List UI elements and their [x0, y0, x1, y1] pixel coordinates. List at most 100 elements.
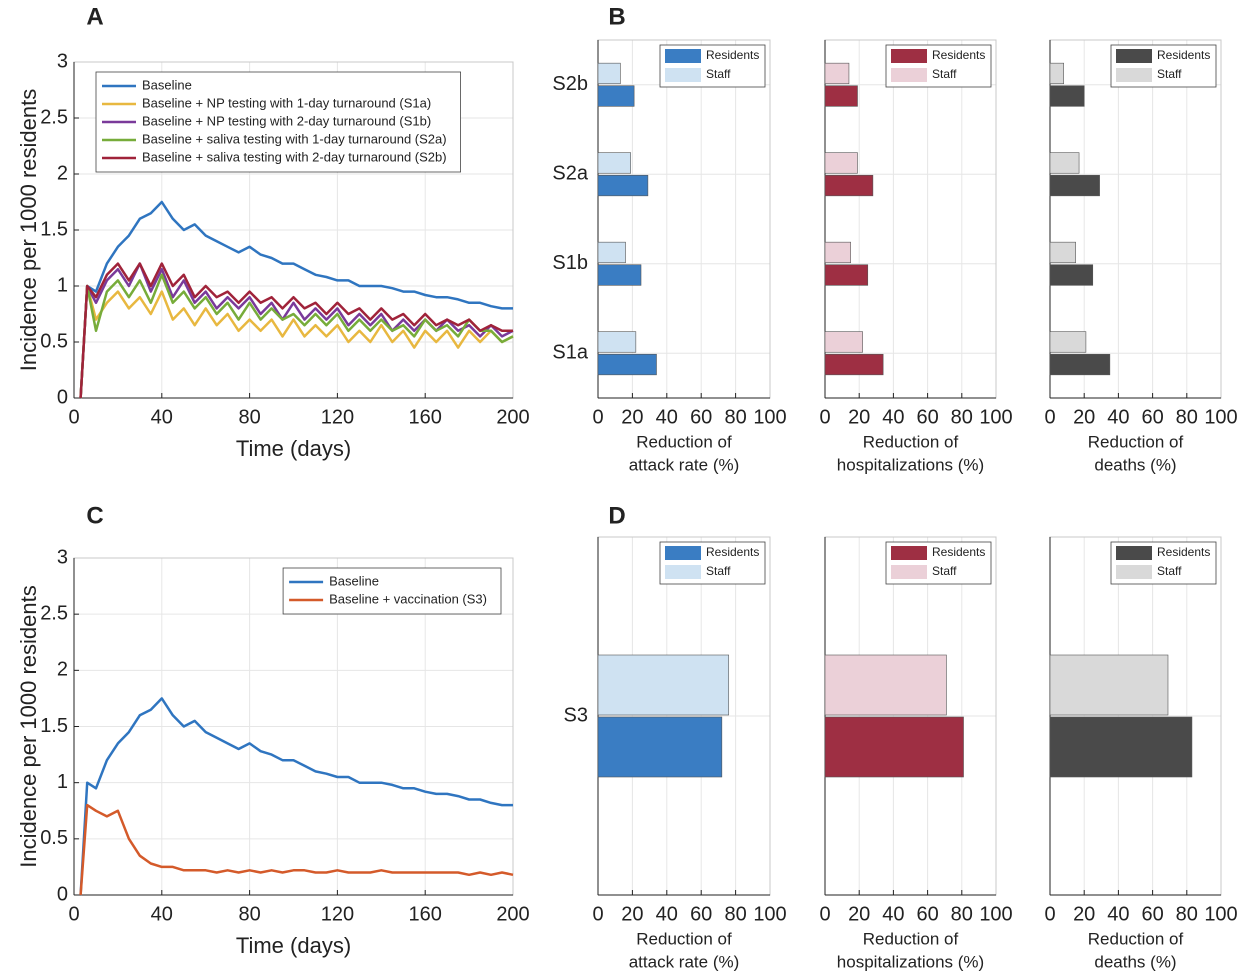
legend-label: Staff: [1157, 564, 1182, 578]
x-tick-label: 80: [1176, 406, 1198, 428]
data-line: [79, 200, 513, 399]
x-tick-label: 0: [592, 903, 603, 925]
legend-label: Baseline + saliva testing with 1-day tur…: [142, 131, 447, 146]
y-axis-label: Incidence per 1000 residents: [16, 585, 41, 868]
legend-label: Baseline: [329, 573, 379, 588]
y-tick-label: S2b: [552, 73, 588, 95]
data-line: [79, 262, 513, 399]
y-tick-label: 3: [57, 546, 68, 568]
x-axis-label: Reduction of: [1088, 432, 1184, 451]
x-axis-label: hospitalizations (%): [837, 952, 984, 971]
x-axis-label: hospitalizations (%): [837, 455, 984, 474]
legend-label: Baseline + saliva testing with 2-day tur…: [142, 149, 447, 164]
panel-label: C: [86, 502, 103, 529]
x-tick-label: 100: [753, 903, 786, 925]
bar: [824, 62, 850, 85]
bar: [824, 264, 869, 286]
bar: [597, 654, 730, 716]
y-tick-label: 3: [57, 50, 68, 72]
y-tick-label: S1b: [552, 252, 588, 274]
legend-label: Residents: [932, 48, 985, 62]
y-tick-label: 2: [57, 162, 68, 184]
x-tick-label: 60: [1141, 406, 1163, 428]
bar: [824, 716, 964, 778]
legend-label: Residents: [932, 545, 985, 559]
y-tick-label: 0.5: [40, 330, 68, 352]
x-tick-label: 120: [321, 903, 354, 925]
y-tick-label: 1: [57, 274, 68, 296]
x-tick-label: 80: [238, 406, 260, 428]
x-tick-label: 0: [1044, 903, 1055, 925]
x-tick-label: 100: [979, 406, 1012, 428]
legend-swatch: [665, 546, 701, 560]
bar: [597, 174, 649, 197]
data-line: [79, 803, 514, 896]
legend-swatch: [1116, 546, 1152, 560]
x-tick-label: 20: [621, 406, 643, 428]
y-tick-label: 1: [57, 771, 68, 793]
x-tick-label: 60: [916, 903, 938, 925]
y-tick-label: 1.5: [40, 715, 68, 737]
x-axis-label: Reduction of: [863, 432, 959, 451]
bar: [1049, 152, 1080, 174]
bar: [597, 85, 635, 107]
x-tick-label: 0: [68, 406, 79, 428]
legend-label: Baseline + vaccination (S3): [329, 591, 487, 606]
bar: [597, 264, 642, 286]
y-tick-label: 1.5: [40, 218, 68, 240]
legend-swatch: [665, 68, 701, 82]
bar: [597, 331, 637, 353]
x-tick-label: 40: [882, 406, 904, 428]
data-line: [79, 262, 514, 399]
bar: [1049, 353, 1111, 376]
x-axis-label: deaths (%): [1094, 952, 1176, 971]
x-axis-label: deaths (%): [1094, 455, 1176, 474]
x-tick-label: 20: [848, 406, 870, 428]
x-tick-label: 120: [321, 406, 354, 428]
legend-swatch: [891, 546, 927, 560]
data-line: [79, 284, 514, 399]
bar: [1049, 716, 1193, 778]
bar: [824, 241, 851, 264]
panel-label: D: [608, 502, 625, 529]
x-tick-label: 60: [916, 406, 938, 428]
bar: [824, 331, 863, 353]
y-tick-label: 2.5: [40, 602, 68, 624]
x-tick-label: 0: [819, 406, 830, 428]
bar: [824, 654, 947, 716]
panel-label: A: [86, 3, 103, 30]
legend-label: Staff: [932, 564, 957, 578]
x-tick-label: 60: [690, 406, 712, 428]
y-axis-label: Incidence per 1000 residents: [16, 89, 41, 372]
legend-label: Staff: [706, 67, 731, 81]
legend-label: Residents: [706, 48, 759, 62]
bar: [1049, 264, 1094, 286]
x-tick-label: 40: [1107, 406, 1129, 428]
bar: [824, 174, 874, 197]
x-axis-label: Reduction of: [863, 929, 959, 948]
data-line: [79, 273, 514, 399]
y-tick-label: S2a: [552, 163, 588, 185]
x-tick-label: 60: [1141, 903, 1163, 925]
x-tick-label: 40: [656, 903, 678, 925]
x-tick-label: 40: [151, 406, 173, 428]
legend-label: Baseline + NP testing with 1-day turnaro…: [142, 95, 431, 110]
bar: [1049, 241, 1076, 264]
bar: [597, 62, 621, 85]
x-axis-label: attack rate (%): [629, 455, 740, 474]
legend-box: [95, 71, 461, 173]
bar: [597, 716, 723, 778]
x-tick-label: 100: [1204, 903, 1237, 925]
x-tick-label: 20: [1073, 903, 1095, 925]
legend-swatch: [891, 565, 927, 579]
bar: [1049, 85, 1085, 107]
x-tick-label: 80: [1176, 903, 1198, 925]
legend-label: Staff: [932, 67, 957, 81]
legend-label: Baseline: [142, 77, 192, 92]
y-tick-label: 0.5: [40, 827, 68, 849]
legend-box: [282, 567, 502, 615]
bar: [597, 353, 657, 376]
panel-label: B: [608, 3, 625, 30]
bar: [824, 85, 858, 107]
